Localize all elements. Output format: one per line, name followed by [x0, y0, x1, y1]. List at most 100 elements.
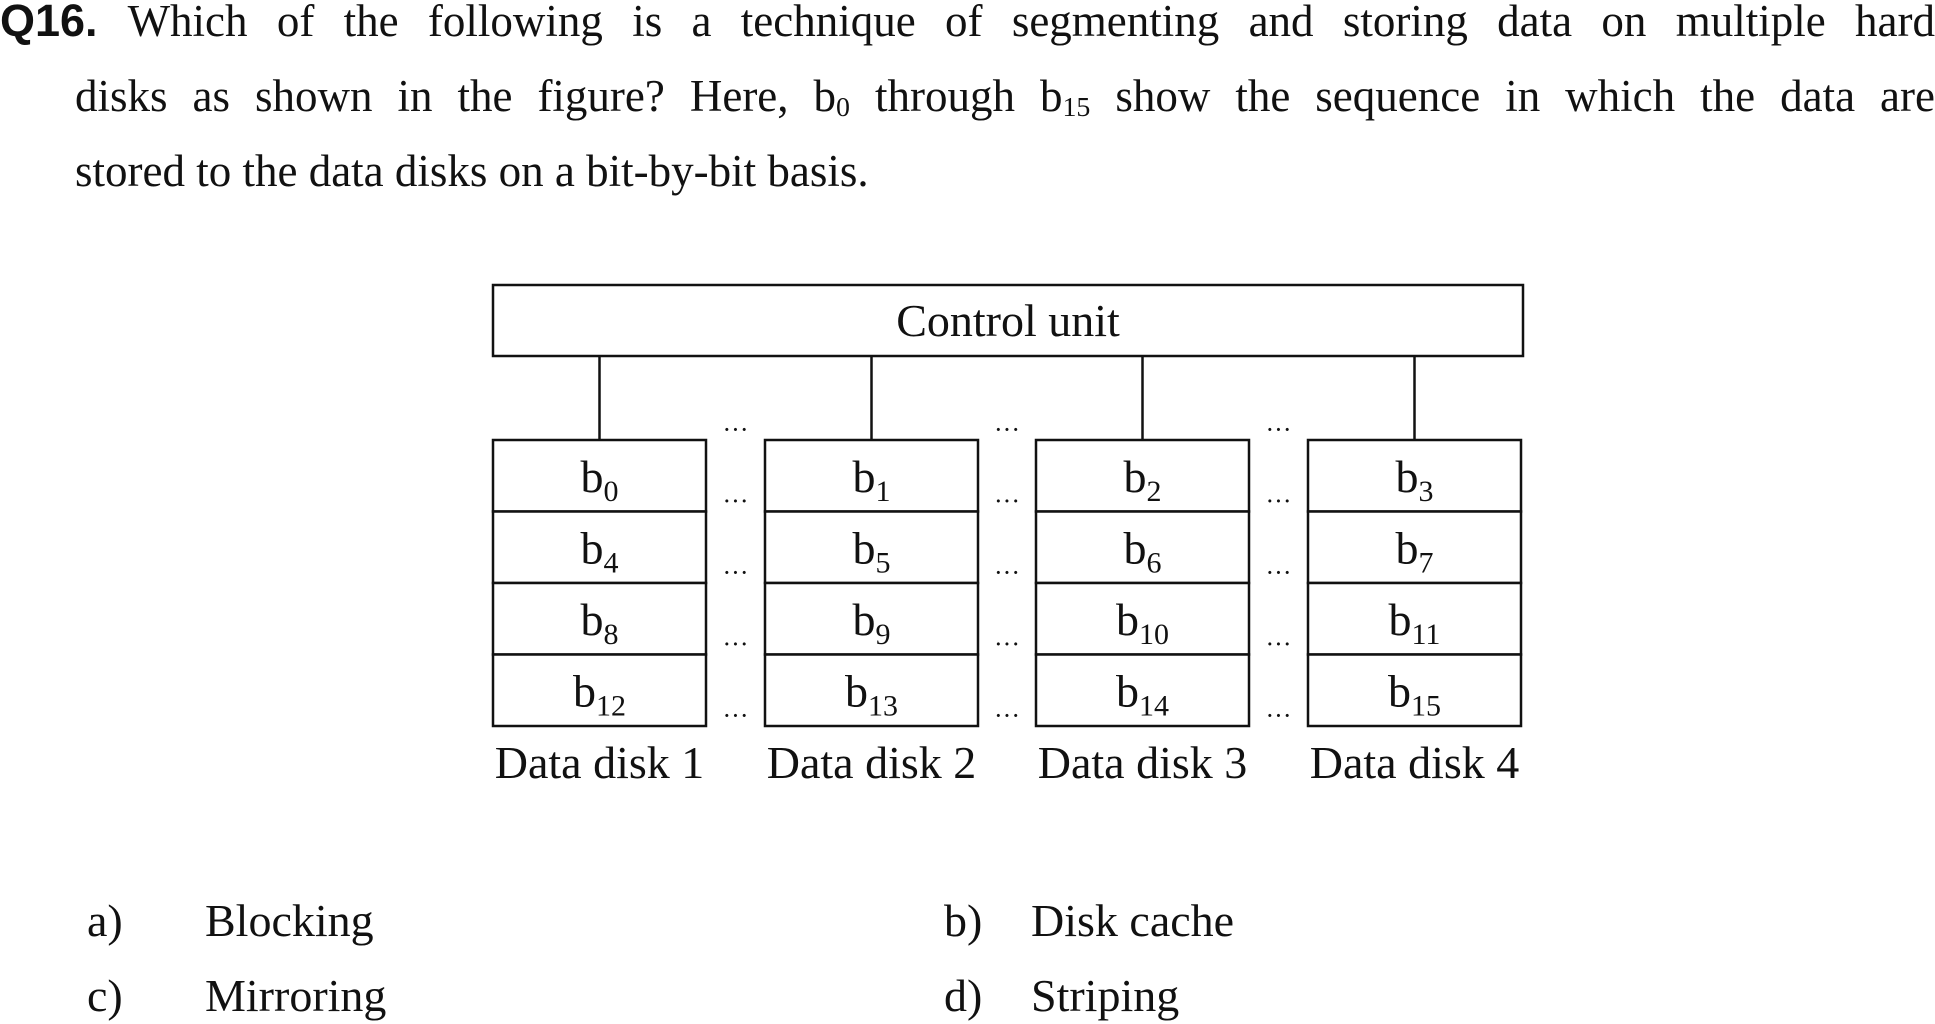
cell-label-base: b [853, 594, 876, 645]
separator-dots: ··· [723, 630, 749, 659]
option-text: Mirroring [205, 970, 387, 1021]
cell-label: b10 [1116, 594, 1169, 651]
cell-label-subscript: 13 [868, 690, 898, 723]
option-text: Disk cache [1031, 895, 1235, 946]
disk-cell [763, 510, 980, 585]
cell-label: b0 [581, 451, 619, 508]
disk-cell [763, 581, 980, 656]
disk-cell [1034, 581, 1251, 656]
cell-label-subscript: 12 [596, 690, 626, 723]
disk-cell [763, 653, 980, 728]
cell-label: b5 [853, 523, 891, 580]
cell-label-base: b [1396, 451, 1419, 502]
question-text-segment: disks as shown in the figure? Here, b [75, 71, 837, 121]
subscript: 0 [836, 92, 850, 124]
option-letter: d) [944, 970, 983, 1021]
question-number: Q16. [0, 0, 98, 46]
cell-label: b12 [573, 666, 626, 723]
disk-label: Data disk 4 [1310, 737, 1520, 788]
separator-dots: ··· [994, 558, 1020, 587]
control-unit-box [491, 283, 1525, 358]
control-unit-label: Control unit [896, 295, 1120, 346]
disk-cell [491, 510, 708, 585]
cell-label-base: b [581, 594, 604, 645]
cell-label: b8 [581, 594, 619, 651]
cell-label-base: b [573, 666, 596, 717]
separator-dots: ··· [723, 701, 749, 730]
separator-dots: ··· [994, 487, 1020, 516]
disk-cell [1034, 653, 1251, 728]
cell-label: b4 [581, 523, 619, 580]
cell-label-subscript: 14 [1139, 690, 1169, 723]
cell-label-subscript: 4 [604, 547, 619, 580]
disk-label: Data disk 1 [495, 737, 705, 788]
cell-label-base: b [853, 451, 876, 502]
separator-dots: ··· [1266, 415, 1292, 444]
disk-cell [763, 438, 980, 513]
cell-label: b9 [853, 594, 891, 651]
option-letter: c) [87, 970, 123, 1021]
disk-cell [1306, 653, 1523, 728]
cell-label-subscript: 6 [1147, 547, 1162, 580]
cell-label-subscript: 11 [1412, 618, 1441, 651]
question-line-1: Q16. Which of the following is a techniqu… [0, 0, 1935, 48]
cell-label-subscript: 5 [876, 547, 891, 580]
separator-dots: ··· [994, 701, 1020, 730]
cell-label-subscript: 9 [876, 618, 891, 651]
separator-dots: ··· [994, 630, 1020, 659]
question-text-line-1: Which of the following is a technique of… [127, 0, 1935, 46]
disk-label: Data disk 2 [767, 737, 977, 788]
cell-label-subscript: 2 [1147, 475, 1162, 508]
cell-label: b2 [1124, 451, 1162, 508]
cell-label: b15 [1388, 666, 1441, 723]
cell-label: b7 [1396, 523, 1434, 580]
option-text: Blocking [205, 895, 374, 946]
separator-dots: ··· [1266, 630, 1292, 659]
separator-dots: ··· [1266, 558, 1292, 587]
cell-label-base: b [581, 451, 604, 502]
subscript: 15 [1062, 92, 1091, 124]
disk-label: Data disk 3 [1038, 737, 1248, 788]
cell-label-base: b [1124, 451, 1147, 502]
question-text-segment: through b [849, 71, 1063, 121]
separator-dots: ··· [1266, 701, 1292, 730]
separator-dots: ··· [723, 558, 749, 587]
cell-label-subscript: 7 [1419, 547, 1434, 580]
cell-label-subscript: 0 [604, 475, 619, 508]
cell-label-base: b [1388, 666, 1411, 717]
cell-label: b13 [845, 666, 898, 723]
separator-dots: ··· [1266, 487, 1292, 516]
question-text-segment: show the sequence in which the data are [1090, 71, 1935, 121]
question-line-2: disks as shown in the figure? Here, b0 t… [75, 69, 1935, 123]
separator-dots: ··· [994, 415, 1020, 444]
cell-label: b1 [853, 451, 891, 508]
cell-label-subscript: 15 [1411, 690, 1441, 723]
separator-dots: ··· [723, 487, 749, 516]
cell-label-base: b [853, 523, 876, 574]
option-letter: a) [87, 895, 123, 946]
separator-dots: ··· [723, 415, 749, 444]
cell-label-base: b [581, 523, 604, 574]
cell-label-subscript: 3 [1419, 475, 1434, 508]
cell-label-subscript: 8 [604, 618, 619, 651]
cell-label: b6 [1124, 523, 1162, 580]
cell-label: b11 [1389, 594, 1441, 651]
disk-cell [1306, 510, 1523, 585]
question-line-3: stored to the data disks on a bit-by-bit… [75, 146, 869, 196]
cell-label-subscript: 1 [876, 475, 891, 508]
disk-cell [491, 581, 708, 656]
cell-label-base: b [1389, 594, 1412, 645]
cell-label-base: b [1116, 594, 1139, 645]
cell-label-base: b [1124, 523, 1147, 574]
disk-cell [491, 438, 708, 513]
disk-cell [1034, 510, 1251, 585]
cell-label-base: b [1396, 523, 1419, 574]
option-text: Striping [1031, 970, 1180, 1021]
option-letter: b) [944, 895, 983, 946]
cell-label: b14 [1116, 666, 1169, 723]
disk-cell [491, 653, 708, 728]
cell-label-subscript: 10 [1139, 618, 1169, 651]
disk-cell [1034, 438, 1251, 513]
